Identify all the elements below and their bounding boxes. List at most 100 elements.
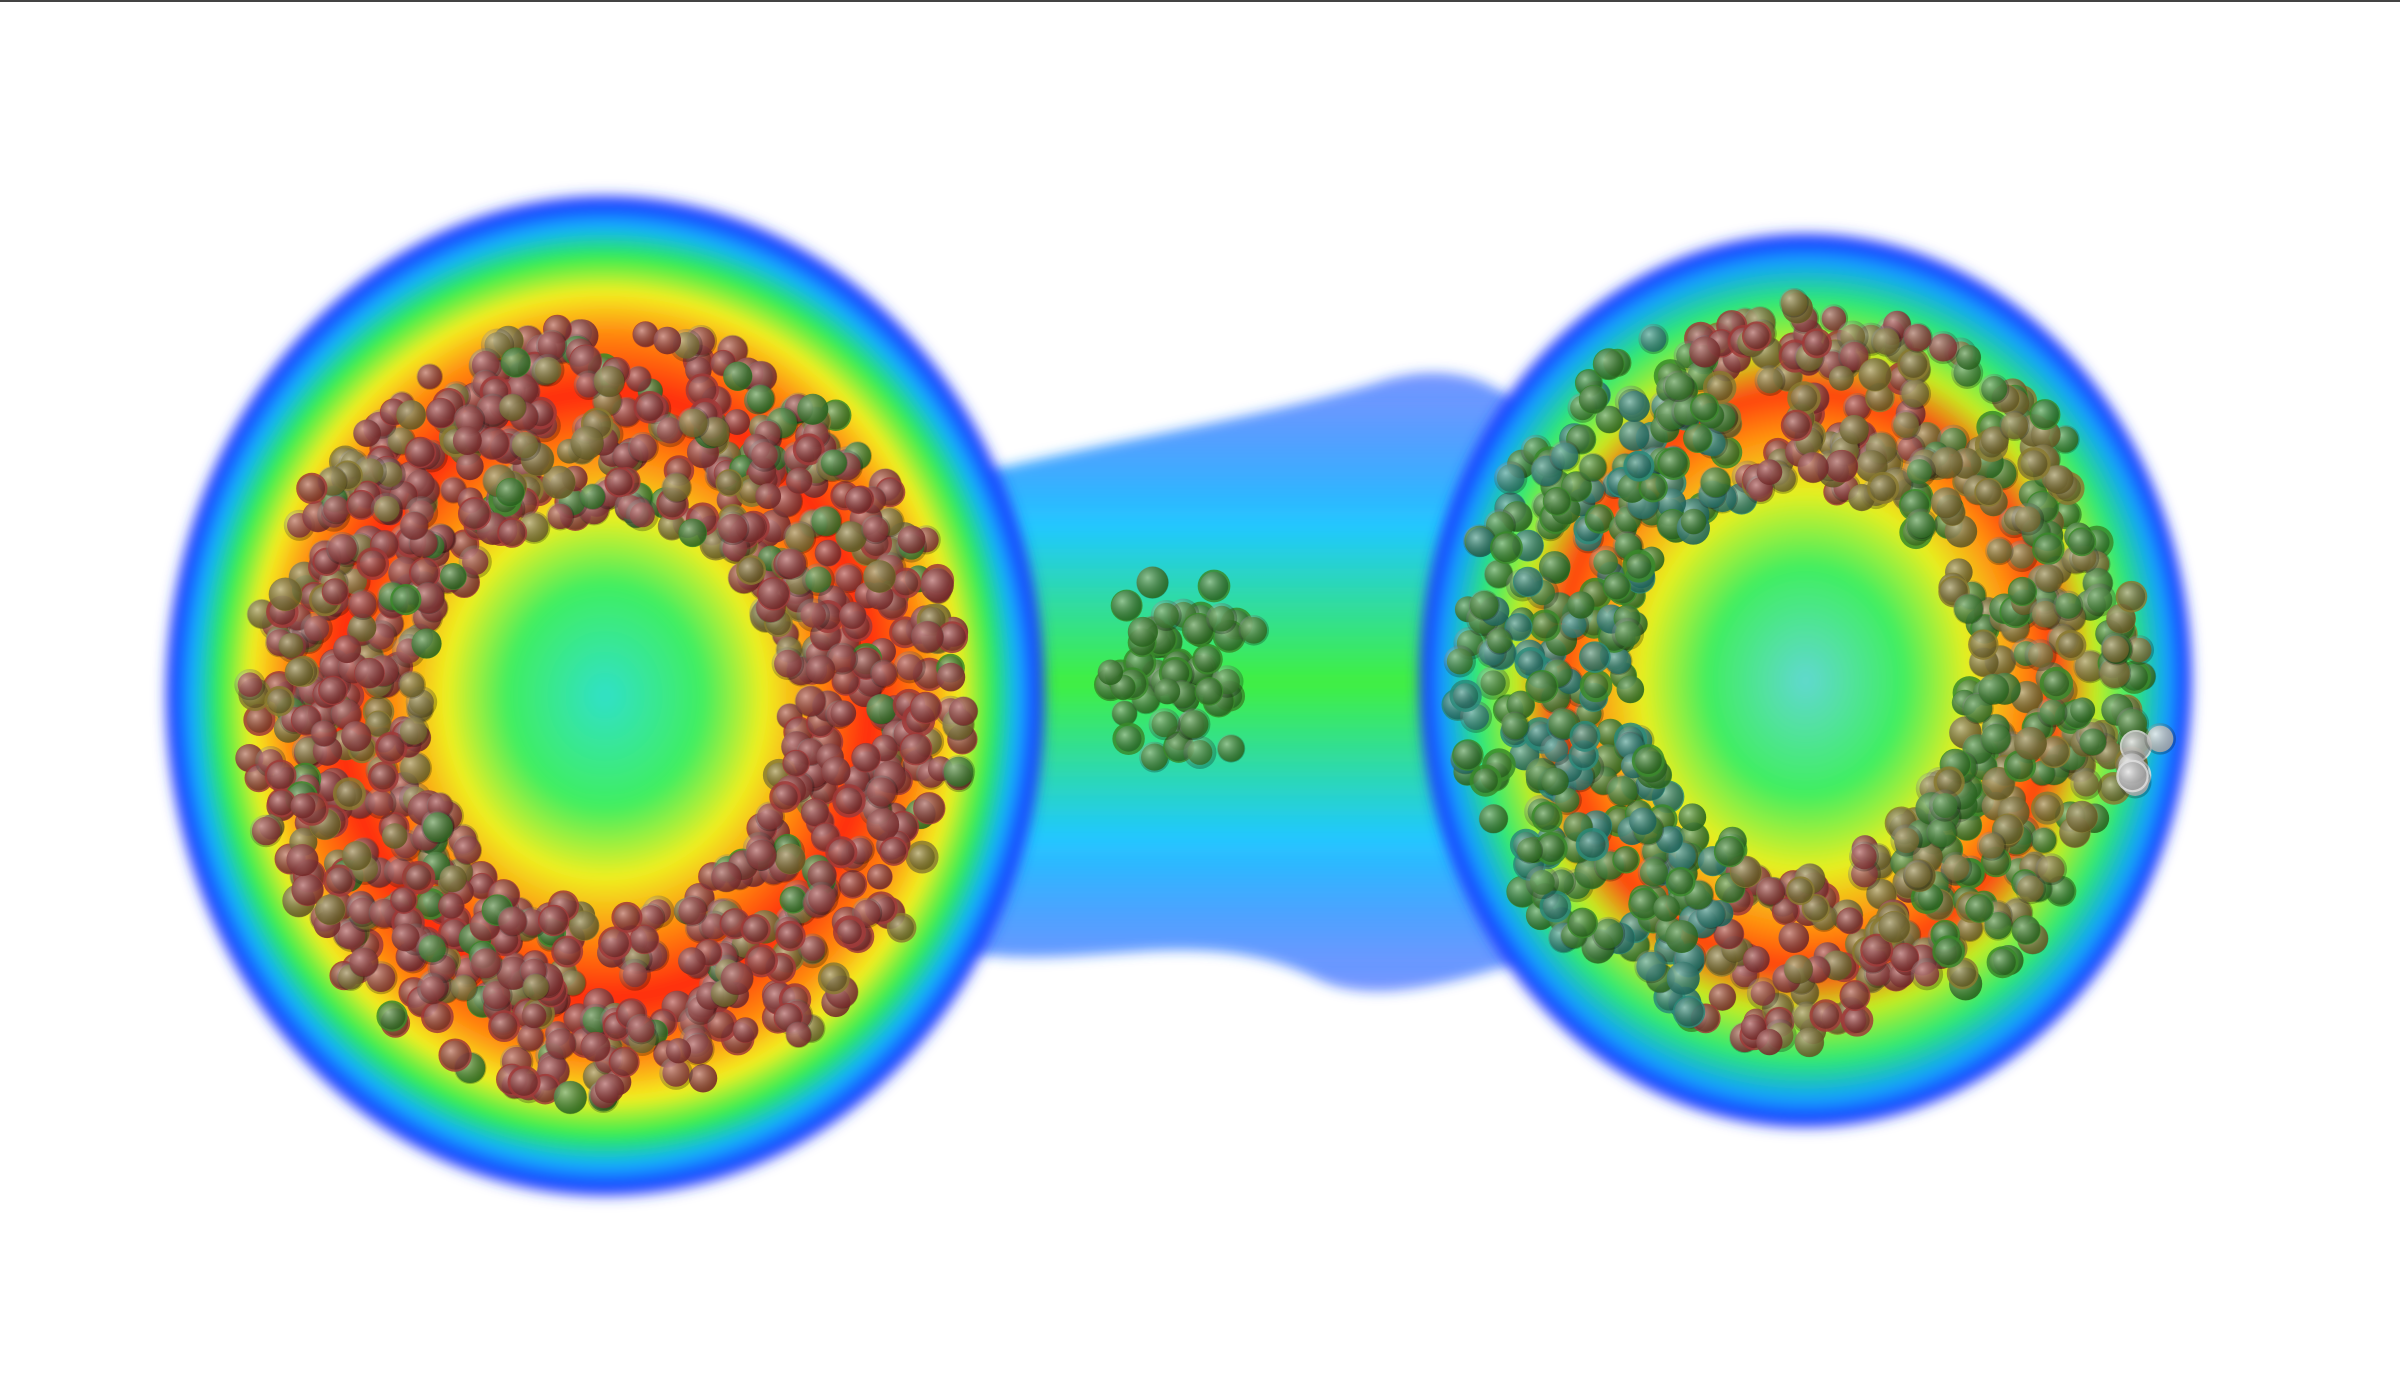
atom-sphere	[2034, 794, 2061, 822]
atom-sphere	[658, 513, 685, 540]
atom-sphere	[594, 1073, 625, 1104]
atom-sphere	[775, 547, 808, 580]
atom-sphere	[910, 692, 941, 723]
atom-sphere	[893, 570, 919, 596]
atom-sphere	[1216, 734, 1246, 763]
atom-sphere	[2030, 826, 2058, 854]
atom-sphere	[411, 628, 442, 659]
atom-sphere	[498, 519, 526, 547]
atom-sphere	[1928, 789, 1962, 822]
atom-sphere	[1194, 646, 1221, 673]
atom-sphere	[1494, 461, 1528, 495]
atom-sphere	[1238, 615, 1269, 646]
atom-sphere	[1662, 370, 1695, 403]
atom-sphere	[1616, 675, 1645, 704]
atom-sphere	[1858, 358, 1892, 391]
atom-sphere	[579, 483, 606, 510]
atom-sphere	[1611, 617, 1645, 651]
atom-sphere	[1567, 591, 1595, 619]
atom-sphere	[496, 478, 525, 507]
atom-sphere	[469, 946, 503, 980]
atom-sphere	[821, 756, 851, 786]
atom-sphere	[2069, 697, 2096, 723]
atom-sphere	[234, 668, 266, 701]
atom-sphere	[246, 706, 273, 733]
atom-sphere	[936, 662, 966, 692]
atom-sphere	[2118, 762, 2147, 791]
atom-sphere	[286, 844, 319, 877]
atom-sphere	[1128, 617, 1158, 647]
atom-sphere	[1148, 708, 1181, 741]
atom-sphere	[1606, 774, 1639, 808]
atom-sphere	[2037, 697, 2068, 728]
atom-sphere	[377, 734, 405, 762]
atom-sphere	[1837, 908, 1863, 934]
atom-sphere	[1979, 373, 2010, 405]
atom-sphere	[1136, 566, 1169, 599]
atom-sphere	[840, 871, 866, 897]
atom-sphere	[1578, 452, 1608, 483]
atom-sphere	[1839, 414, 1869, 445]
atom-sphere	[553, 1080, 588, 1115]
atom-sphere	[1634, 747, 1662, 775]
atom-sphere	[1746, 977, 1780, 1010]
atom-sphere	[625, 498, 659, 532]
atom-sphere	[2069, 528, 2095, 555]
atom-sphere	[610, 1048, 639, 1076]
atom-sphere	[1500, 711, 1530, 741]
atom-sphere	[1586, 506, 1613, 532]
atom-sphere	[1473, 768, 1498, 793]
atom-sphere	[417, 890, 444, 918]
atom-sphere	[315, 894, 346, 925]
atom-sphere	[490, 1012, 518, 1040]
atom-sphere	[1483, 559, 1514, 589]
atom-sphere	[688, 1064, 718, 1093]
atom-sphere	[613, 904, 640, 931]
atom-sphere	[391, 887, 417, 913]
atom-sphere	[676, 895, 708, 927]
atom-sphere	[421, 810, 455, 844]
atom-sphere	[745, 360, 778, 393]
atom-sphere	[1453, 740, 1483, 770]
atom-sphere	[1618, 419, 1650, 452]
atom-sphere	[426, 398, 456, 428]
atom-sphere	[2034, 534, 2063, 563]
atom-sphere	[278, 633, 304, 658]
atom-sphere	[516, 1023, 545, 1052]
atom-sphere	[456, 452, 484, 481]
atom-sphere	[581, 1032, 611, 1062]
atom-sphere	[716, 511, 750, 546]
atom-sphere	[625, 365, 652, 393]
atom-sphere	[531, 353, 565, 387]
atom-sphere	[1744, 323, 1770, 350]
atom-sphere	[1666, 961, 1700, 995]
atom-sphere	[1588, 545, 1623, 580]
atom-sphere	[839, 602, 867, 629]
atom-sphere	[1583, 673, 1609, 699]
atom-sphere	[1178, 708, 1211, 741]
atom-sphere	[1515, 836, 1544, 864]
atom-sphere	[1778, 922, 1810, 954]
atom-sphere	[2035, 853, 2068, 886]
atom-sphere	[677, 406, 710, 439]
atom-sphere	[1756, 876, 1786, 906]
atom-sphere	[1910, 957, 1944, 991]
atom-sphere	[1828, 365, 1854, 391]
atom-sphere	[450, 974, 478, 1002]
atom-sphere	[2014, 726, 2047, 760]
atom-sphere	[1902, 322, 1933, 353]
atom-sphere	[366, 711, 391, 737]
atom-sphere	[775, 843, 806, 875]
atom-sphere	[938, 623, 966, 651]
atom-sphere	[1825, 450, 1858, 483]
atom-sphere	[716, 470, 742, 496]
atom-sphere	[745, 839, 778, 871]
atom-sphere	[606, 469, 633, 496]
atom-sphere	[267, 688, 292, 714]
atom-sphere	[342, 841, 372, 871]
atom-sphere	[900, 733, 931, 764]
atom-sphere	[570, 345, 602, 377]
atom-sphere	[1674, 997, 1704, 1027]
atom-sphere	[1626, 453, 1652, 479]
atom-sphere	[914, 793, 945, 824]
